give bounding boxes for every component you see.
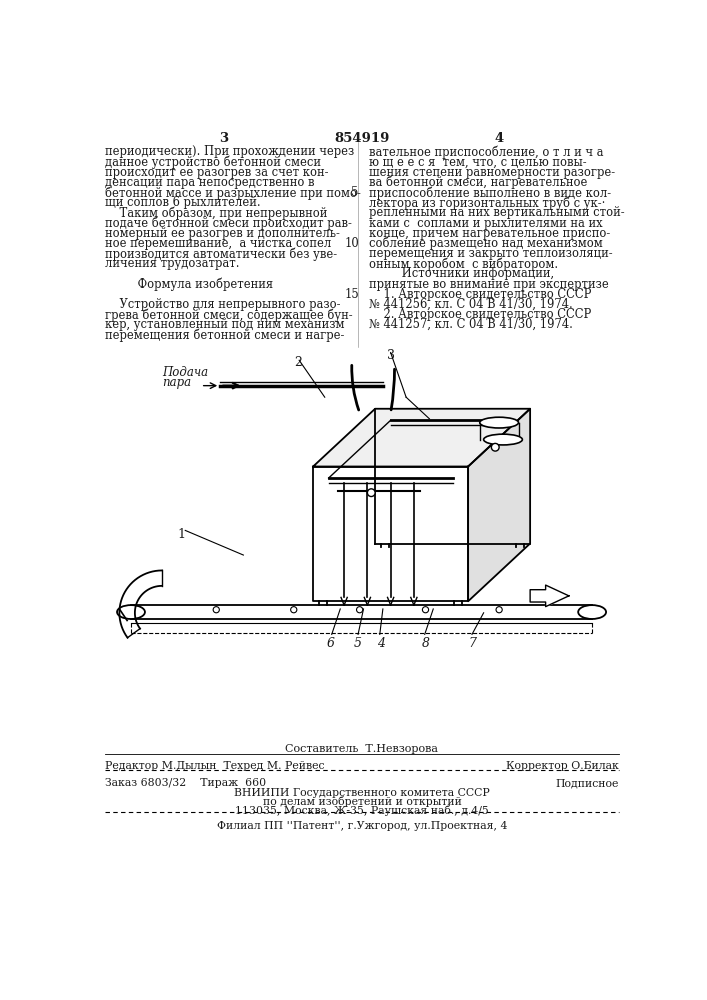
Text: перемещения бетонной смеси и нагре-: перемещения бетонной смеси и нагре- <box>105 328 345 342</box>
Text: кер, установленный под ним механизм: кер, установленный под ним механизм <box>105 318 345 331</box>
Text: 1: 1 <box>177 528 185 541</box>
Ellipse shape <box>578 605 606 619</box>
Ellipse shape <box>117 605 145 619</box>
Text: 2. Авторское свидетельство СССР: 2. Авторское свидетельство СССР <box>369 308 591 321</box>
Text: № 441256, кл. С 04 В 41/30, 1974.: № 441256, кл. С 04 В 41/30, 1974. <box>369 298 573 311</box>
Polygon shape <box>313 466 468 601</box>
Text: лектора из горизонтальных труб с ук-·: лектора из горизонтальных труб с ук-· <box>369 196 605 210</box>
Circle shape <box>491 443 499 451</box>
Polygon shape <box>313 409 530 466</box>
Text: 4: 4 <box>494 132 504 145</box>
Text: по делам изобретений и открытий: по делам изобретений и открытий <box>262 796 462 807</box>
Text: ВНИИПИ Государственного комитета СССР: ВНИИПИ Государственного комитета СССР <box>234 788 490 798</box>
Text: ное перемешивание,  а чистка сопел: ное перемешивание, а чистка сопел <box>105 237 332 250</box>
Text: 15: 15 <box>344 288 359 301</box>
Text: 8: 8 <box>421 637 430 650</box>
Text: 1. Авторское свидетельство СССР: 1. Авторское свидетельство СССР <box>369 288 591 301</box>
Circle shape <box>291 607 297 613</box>
Text: Формула изобретения: Формула изобретения <box>105 278 274 291</box>
Text: 5: 5 <box>354 637 362 650</box>
Text: вательное приспособление, о т л и ч а: вательное приспособление, о т л и ч а <box>369 145 604 159</box>
Text: грева бетонной смеси, содержащее бун-: грева бетонной смеси, содержащее бун- <box>105 308 353 322</box>
Polygon shape <box>468 409 530 601</box>
Polygon shape <box>530 585 569 607</box>
Text: принятые во внимание при экспертизе: принятые во внимание при экспертизе <box>369 278 609 291</box>
Text: Устройство для непрерывного разо-: Устройство для непрерывного разо- <box>105 298 341 311</box>
Text: конце, причем нагревательное приспо-: конце, причем нагревательное приспо- <box>369 227 610 240</box>
Text: Корректор О.Билак: Корректор О.Билак <box>506 761 619 771</box>
Text: 6: 6 <box>327 637 335 650</box>
Text: данное устройство бетонной смеси: данное устройство бетонной смеси <box>105 156 322 169</box>
Text: личения трудозатрат.: личения трудозатрат. <box>105 257 240 270</box>
Text: щи соплов 6 рыхлителей.: щи соплов 6 рыхлителей. <box>105 196 261 209</box>
Text: Таким образом, при непрерывной: Таким образом, при непрерывной <box>105 206 328 220</box>
Text: собление размещено над механизмом: собление размещено над механизмом <box>369 237 602 250</box>
Text: приспособление выполнено в виде кол-: приспособление выполнено в виде кол- <box>369 186 611 200</box>
Text: 10: 10 <box>344 237 359 250</box>
Circle shape <box>356 607 363 613</box>
Text: происходит ее разогрев за счет кон-: происходит ее разогрев за счет кон- <box>105 166 329 179</box>
Text: 4: 4 <box>377 637 385 650</box>
Text: пара: пара <box>162 376 191 389</box>
Text: Редактор М.Дылын  Техред М. Рейвес: Редактор М.Дылын Техред М. Рейвес <box>105 761 325 771</box>
Text: ками с  соплами и рыхлителями на их: ками с соплами и рыхлителями на их <box>369 217 602 230</box>
Text: ю щ е е с я  тем, что, с целью повы-: ю щ е е с я тем, что, с целью повы- <box>369 156 587 169</box>
Text: шения степени равномерности разогре-: шения степени равномерности разогре- <box>369 166 615 179</box>
Text: перемещения и закрыто теплоизоляци-: перемещения и закрыто теплоизоляци- <box>369 247 612 260</box>
Circle shape <box>213 607 219 613</box>
Text: 854919: 854919 <box>334 132 390 145</box>
Circle shape <box>368 489 375 497</box>
Text: денсации пара непосредственно в: денсации пара непосредственно в <box>105 176 315 189</box>
Text: производится автоматически без уве-: производится автоматически без уве- <box>105 247 337 261</box>
Text: подаче бетонной смеси происходит рав-: подаче бетонной смеси происходит рав- <box>105 217 352 230</box>
Text: Подача: Подача <box>162 366 208 379</box>
Ellipse shape <box>484 434 522 445</box>
Text: Филиал ПП ''Патент'', г.Ужгород, ул.Проектная, 4: Филиал ПП ''Патент'', г.Ужгород, ул.Прое… <box>217 821 507 831</box>
Text: 7: 7 <box>468 637 476 650</box>
Text: бетонной массе и разрыхление при помо-: бетонной массе и разрыхление при помо- <box>105 186 361 200</box>
Text: 113035, Москва, Ж-35, Раушская наб., д.4/5: 113035, Москва, Ж-35, Раушская наб., д.4… <box>235 805 489 816</box>
Text: периодически). При прохождении через: периодически). При прохождении через <box>105 145 355 158</box>
Text: 3: 3 <box>387 349 395 362</box>
Ellipse shape <box>480 417 518 428</box>
Text: Подписное: Подписное <box>556 778 619 788</box>
Circle shape <box>496 607 502 613</box>
Text: 5: 5 <box>351 186 359 199</box>
Text: Заказ 6803/32    Тираж  660: Заказ 6803/32 Тираж 660 <box>105 778 267 788</box>
Text: ва бетонной смеси, нагревательное: ва бетонной смеси, нагревательное <box>369 176 588 189</box>
Text: Составитель  Т.Невзорова: Составитель Т.Невзорова <box>286 744 438 754</box>
Text: номерный ее разогрев и дополнитель-: номерный ее разогрев и дополнитель- <box>105 227 340 240</box>
Text: Источники информации,: Источники информации, <box>369 267 554 280</box>
Text: 2: 2 <box>293 356 302 369</box>
Text: репленными на них вертикальными стой-: репленными на них вертикальными стой- <box>369 206 624 219</box>
Circle shape <box>422 607 428 613</box>
Text: № 441257, кл. С 04 В 41/30, 1974.: № 441257, кл. С 04 В 41/30, 1974. <box>369 318 573 331</box>
Text: 3: 3 <box>219 132 228 145</box>
Text: онным коробом  с вибратором.: онным коробом с вибратором. <box>369 257 558 271</box>
